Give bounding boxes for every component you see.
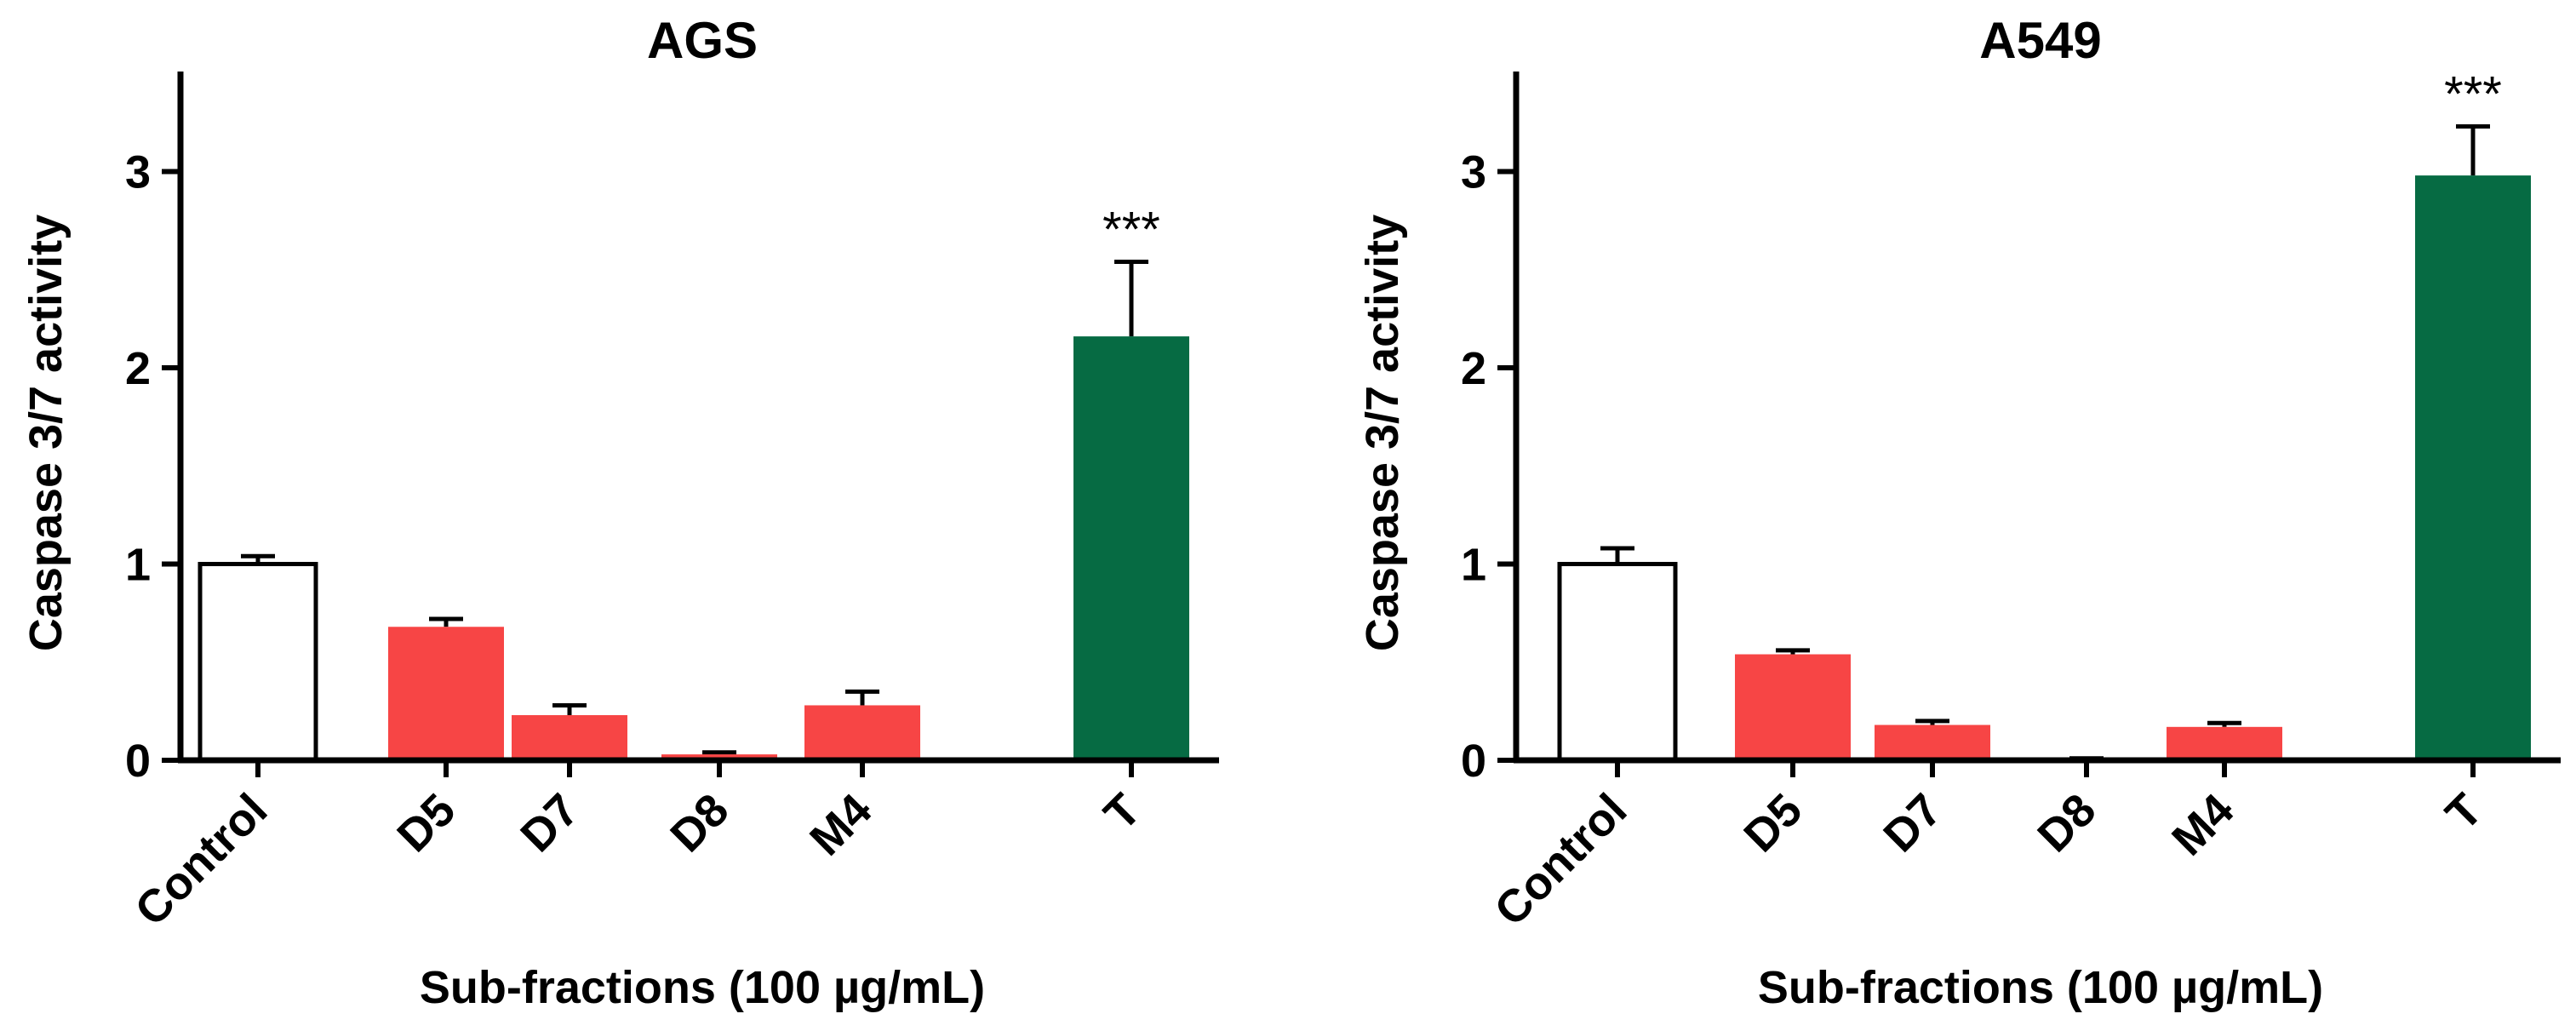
significance-label: *** (2444, 66, 2502, 122)
significance-label: *** (1102, 203, 1160, 258)
x-tick-label: Control (1485, 784, 1636, 936)
x-axis-label: Sub-fractions (100 µg/mL) (420, 962, 985, 1013)
panel-a549: A549 0 1 2 3 Caspase 3/7 activity Control D5 D7 D… (1357, 12, 2561, 1013)
y-tick-label: 1 (125, 540, 151, 591)
x-tick-label: D5 (387, 784, 465, 862)
bar-d7 (1875, 725, 1990, 760)
bar-m4 (804, 705, 920, 760)
y-tick-label: 3 (125, 147, 151, 198)
bar-d7 (512, 714, 627, 760)
bar-t (1073, 336, 1189, 760)
x-tick-label: T (1095, 784, 1151, 840)
x-tick-label: D5 (1734, 784, 1812, 862)
y-tick-label: 0 (125, 736, 151, 787)
y-axis-label: Caspase 3/7 activity (20, 215, 72, 651)
x-tick-label: Control (125, 784, 277, 936)
bar-control (1557, 562, 1678, 763)
x-tick-label: M4 (800, 784, 881, 865)
x-tick-label: T (2436, 784, 2493, 840)
bar-control (197, 562, 318, 763)
y-tick-label: 2 (125, 343, 151, 394)
chart-title: AGS (647, 12, 758, 69)
y-axis-label: Caspase 3/7 activity (1357, 215, 1408, 651)
bar-d5 (388, 627, 504, 760)
bar-d5 (1735, 654, 1851, 760)
bar-t (2415, 175, 2531, 761)
x-tick-label: D8 (2028, 784, 2105, 862)
x-tick-label: D7 (1874, 784, 1951, 862)
x-tick-label: D8 (661, 784, 738, 862)
y-tick-label: 1 (1461, 540, 1486, 591)
y-tick-label: 3 (1461, 147, 1486, 198)
x-axis-label: Sub-fractions (100 µg/mL) (1758, 962, 2323, 1013)
x-tick-label: D7 (511, 784, 588, 862)
y-tick-label: 2 (1461, 343, 1486, 394)
y-tick-label: 0 (1461, 736, 1486, 787)
panel-ags: AGS 0 1 2 3 Caspase 3/7 activity Control D5 D7 D8… (20, 12, 1219, 1013)
bar-m4 (2167, 726, 2282, 760)
x-tick-label: M4 (2162, 784, 2243, 865)
chart-title: A549 (1979, 12, 2101, 69)
